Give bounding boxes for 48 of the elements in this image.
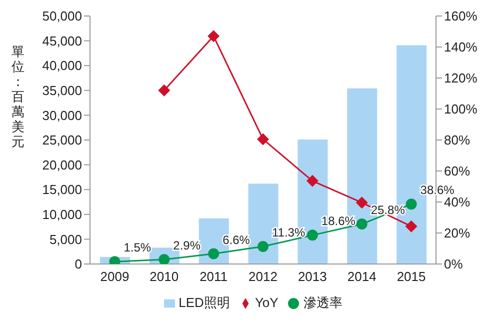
y2-tick-label: 160% (444, 8, 478, 24)
y-tick-label: 20,000 (42, 157, 82, 172)
y2-tick-label: 60% (444, 164, 470, 179)
legend-label: 滲透率 (303, 295, 342, 310)
y-axis-title: 單位：百萬美元 (12, 45, 24, 150)
data-label: 18.6% (321, 214, 356, 228)
y2-tick-label: 0% (444, 256, 464, 272)
point (306, 230, 318, 241)
data-label: 38.6% (420, 183, 455, 198)
point (158, 84, 170, 96)
x-tick-label: 2012 (248, 269, 278, 284)
x-tick-label: 2013 (298, 269, 327, 284)
y-tick-label: 40,000 (42, 58, 82, 74)
y2-tick-label: 100% (444, 102, 478, 117)
x-tick-label: 2014 (347, 269, 376, 284)
y-tick-label: 0 (74, 256, 82, 272)
point (306, 174, 318, 187)
data-label: 11.3% (272, 225, 306, 240)
data-label: 6.6% (222, 232, 250, 247)
x-tick-label: 2015 (396, 269, 426, 284)
legend-label: LED照明 (178, 295, 230, 310)
y2-tick-label: 20% (444, 226, 470, 241)
y-tick-label: 30,000 (42, 108, 82, 123)
y2-tick-label: 120% (444, 70, 478, 86)
y-tick-label: 25,000 (42, 132, 82, 148)
y-tick-label: 45,000 (42, 33, 82, 48)
point (258, 240, 268, 252)
y2-tick-label: 80% (444, 132, 470, 148)
data-label: 2.9% (173, 238, 201, 253)
point (405, 220, 418, 232)
legend-label: YoY (254, 295, 278, 310)
point (208, 30, 220, 42)
y2-tick-label: 140% (444, 40, 478, 55)
y-tick-label: 35,000 (42, 83, 82, 98)
x-tick-label: 2010 (150, 269, 179, 284)
x-tick-label: 2011 (200, 269, 228, 284)
y2-tick-label: 40% (444, 194, 470, 210)
data-label: 1.5% (124, 240, 152, 255)
point (356, 196, 368, 209)
y-tick-label: 10,000 (42, 207, 82, 222)
point (406, 198, 417, 210)
point (356, 218, 368, 230)
y-tick-label: 5,000 (49, 232, 82, 247)
point (257, 133, 269, 146)
y-tick-label: 50,000 (42, 8, 82, 24)
point (208, 248, 220, 260)
y-tick-label: 15,000 (42, 182, 82, 198)
x-tick-label: 2009 (100, 269, 130, 284)
